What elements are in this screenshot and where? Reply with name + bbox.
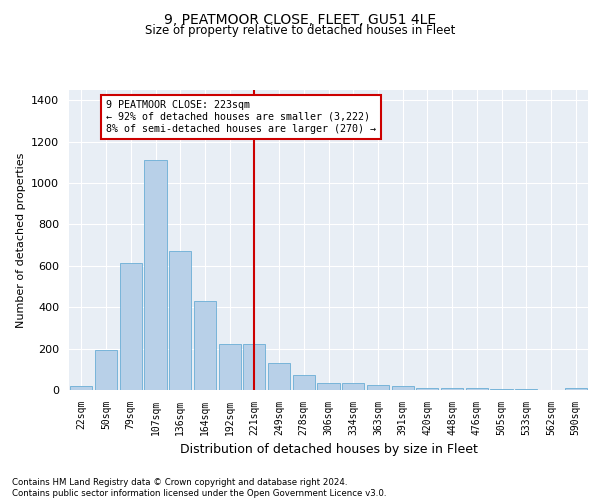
Bar: [119, 263, 142, 390]
Bar: [367, 385, 389, 390]
Text: 9 PEATMOOR CLOSE: 223sqm
← 92% of detached houses are smaller (3,222)
8% of semi: 9 PEATMOOR CLOSE: 223sqm ← 92% of detach…: [106, 100, 376, 134]
Bar: [243, 344, 265, 390]
Bar: [416, 388, 439, 390]
Bar: [342, 383, 364, 390]
X-axis label: Distribution of detached houses by size in Fleet: Distribution of detached houses by size …: [179, 444, 478, 456]
Bar: [392, 386, 414, 390]
Text: Contains HM Land Registry data © Crown copyright and database right 2024.
Contai: Contains HM Land Registry data © Crown c…: [12, 478, 386, 498]
Text: 9, PEATMOOR CLOSE, FLEET, GU51 4LE: 9, PEATMOOR CLOSE, FLEET, GU51 4LE: [164, 12, 436, 26]
Bar: [145, 160, 167, 390]
Text: Size of property relative to detached houses in Fleet: Size of property relative to detached ho…: [145, 24, 455, 37]
Bar: [293, 375, 315, 390]
Bar: [441, 388, 463, 390]
Bar: [70, 386, 92, 390]
Bar: [565, 388, 587, 390]
Y-axis label: Number of detached properties: Number of detached properties: [16, 152, 26, 328]
Bar: [194, 301, 216, 390]
Bar: [466, 388, 488, 390]
Bar: [490, 389, 512, 390]
Bar: [268, 363, 290, 390]
Bar: [218, 344, 241, 390]
Bar: [169, 252, 191, 390]
Bar: [95, 350, 117, 390]
Bar: [317, 383, 340, 390]
